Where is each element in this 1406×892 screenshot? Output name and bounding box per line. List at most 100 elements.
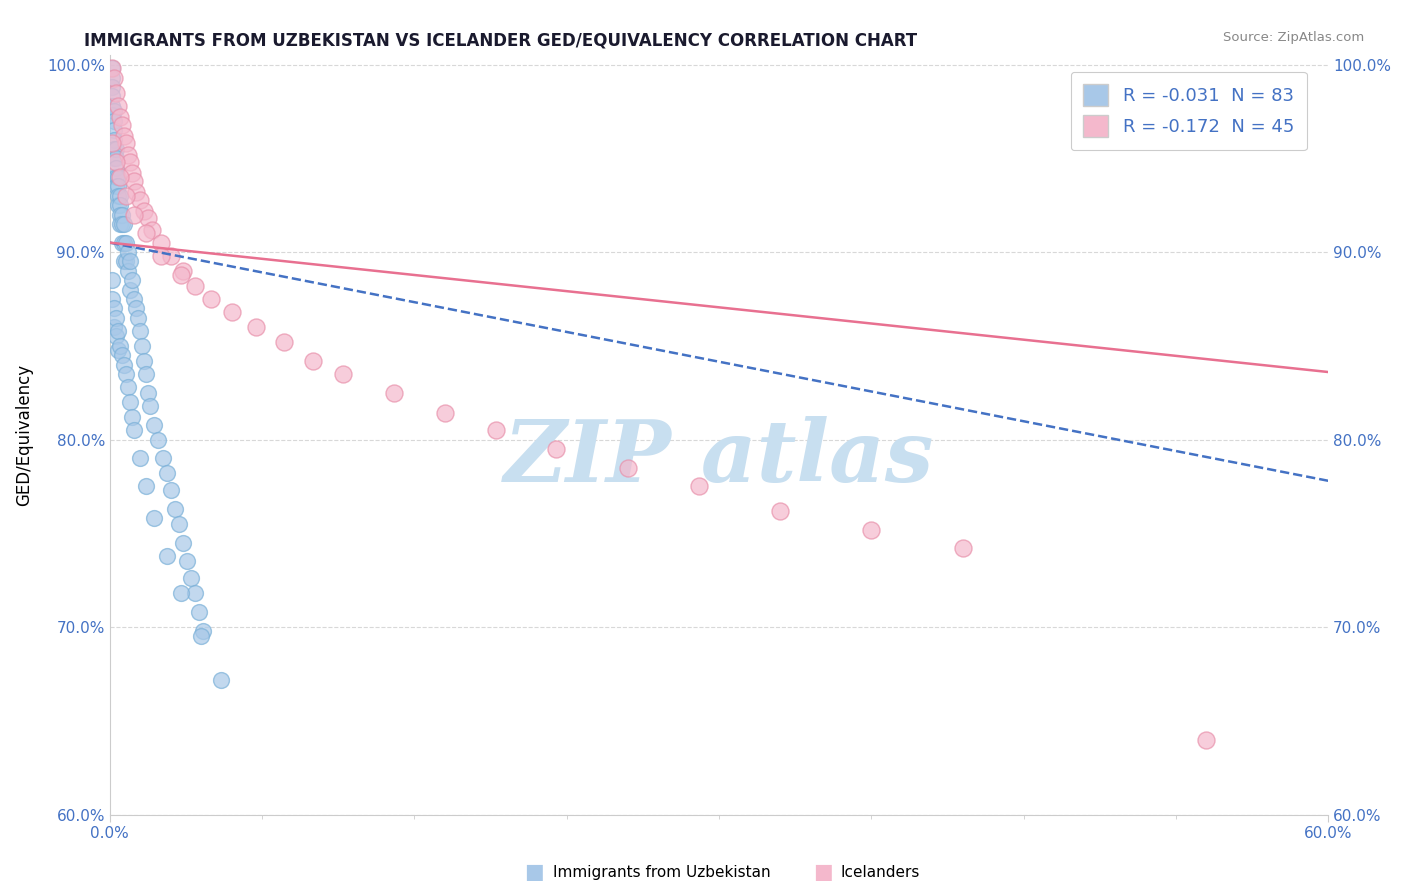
Point bbox=[104, 151, 127, 165]
Point bbox=[209, 673, 232, 687]
Text: ■: ■ bbox=[524, 863, 544, 882]
Point bbox=[301, 353, 323, 368]
Point bbox=[112, 254, 135, 268]
Point bbox=[136, 385, 159, 400]
Point bbox=[104, 310, 127, 325]
Point bbox=[136, 211, 159, 226]
Point bbox=[111, 118, 134, 132]
Point bbox=[101, 62, 124, 76]
Point bbox=[167, 516, 190, 531]
Point bbox=[107, 169, 129, 184]
Point bbox=[117, 264, 139, 278]
Point bbox=[101, 108, 124, 122]
Point bbox=[111, 207, 134, 221]
Point bbox=[115, 367, 138, 381]
Point bbox=[141, 222, 163, 236]
Point bbox=[129, 324, 152, 338]
Point bbox=[104, 169, 127, 184]
Point bbox=[200, 292, 222, 306]
Point bbox=[170, 268, 193, 282]
Point bbox=[103, 113, 125, 128]
Point bbox=[688, 479, 710, 493]
Point bbox=[112, 358, 135, 372]
Point bbox=[104, 86, 127, 100]
Point bbox=[117, 245, 139, 260]
Point bbox=[103, 142, 125, 156]
Text: Immigrants from Uzbekistan: Immigrants from Uzbekistan bbox=[553, 865, 770, 880]
Point bbox=[149, 249, 172, 263]
Point bbox=[120, 283, 142, 297]
Point bbox=[122, 174, 145, 188]
Point bbox=[107, 198, 129, 212]
Point bbox=[111, 235, 134, 250]
Point bbox=[107, 179, 129, 194]
Point bbox=[273, 334, 295, 349]
Point bbox=[108, 217, 131, 231]
Point bbox=[120, 254, 142, 268]
Point bbox=[115, 254, 138, 268]
Point bbox=[221, 305, 243, 319]
Point bbox=[159, 483, 181, 497]
Point bbox=[332, 367, 354, 381]
Point bbox=[143, 511, 166, 525]
Point bbox=[112, 217, 135, 231]
Point bbox=[108, 169, 131, 184]
Point bbox=[163, 502, 186, 516]
Point bbox=[115, 235, 138, 250]
Point bbox=[120, 155, 142, 169]
Point bbox=[103, 123, 125, 137]
Point bbox=[112, 128, 135, 143]
Point bbox=[860, 523, 883, 537]
Point bbox=[104, 329, 127, 343]
Point bbox=[125, 301, 148, 316]
Point bbox=[107, 99, 129, 113]
Point bbox=[139, 399, 162, 413]
Point bbox=[104, 179, 127, 194]
Point bbox=[122, 423, 145, 437]
Point bbox=[159, 249, 181, 263]
Point bbox=[120, 395, 142, 409]
Point bbox=[148, 433, 170, 447]
Point bbox=[108, 110, 131, 124]
Point bbox=[101, 99, 124, 113]
Point bbox=[769, 504, 792, 518]
Point bbox=[117, 147, 139, 161]
Point bbox=[180, 571, 202, 585]
Point bbox=[121, 273, 143, 287]
Point bbox=[101, 70, 124, 85]
Text: ■: ■ bbox=[813, 863, 832, 882]
Point bbox=[129, 193, 152, 207]
Point bbox=[104, 142, 127, 156]
Point bbox=[101, 89, 124, 103]
Point bbox=[107, 343, 129, 357]
Point bbox=[101, 273, 124, 287]
Point bbox=[135, 479, 157, 493]
Point bbox=[433, 406, 456, 420]
Point bbox=[952, 541, 974, 556]
Point bbox=[122, 292, 145, 306]
Point bbox=[111, 217, 134, 231]
Point bbox=[115, 136, 138, 151]
Point bbox=[107, 188, 129, 202]
Point bbox=[188, 605, 211, 619]
Text: Icelanders: Icelanders bbox=[841, 865, 920, 880]
Point bbox=[103, 132, 125, 146]
Point bbox=[127, 310, 149, 325]
Point bbox=[101, 80, 124, 95]
Point bbox=[172, 264, 194, 278]
Point bbox=[176, 554, 198, 568]
Y-axis label: GED/Equivalency: GED/Equivalency bbox=[15, 364, 32, 506]
Point bbox=[170, 586, 193, 600]
Point bbox=[103, 151, 125, 165]
Point bbox=[382, 385, 405, 400]
Point bbox=[103, 320, 125, 334]
Point bbox=[149, 235, 172, 250]
Point bbox=[104, 161, 127, 175]
Point bbox=[129, 451, 152, 466]
Point bbox=[107, 324, 129, 338]
Text: ZIP atlas: ZIP atlas bbox=[503, 416, 934, 500]
Text: Source: ZipAtlas.com: Source: ZipAtlas.com bbox=[1223, 31, 1364, 45]
Point bbox=[184, 278, 207, 293]
Point bbox=[125, 185, 148, 199]
Point bbox=[1195, 732, 1218, 747]
